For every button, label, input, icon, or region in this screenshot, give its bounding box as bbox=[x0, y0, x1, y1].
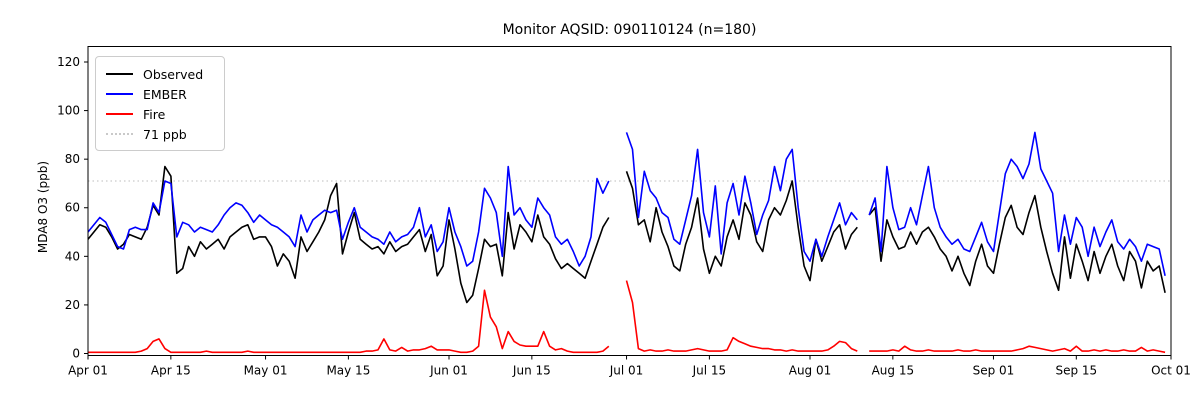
legend-label-threshold: 71 ppb bbox=[143, 126, 187, 142]
legend-label-fire: Fire bbox=[143, 106, 166, 122]
legend-item-fire: Fire bbox=[106, 104, 214, 124]
svg-text:Apr 01: Apr 01 bbox=[68, 364, 108, 378]
legend-label-observed: Observed bbox=[143, 66, 204, 82]
svg-text:60: 60 bbox=[65, 201, 80, 215]
svg-text:40: 40 bbox=[65, 249, 80, 263]
svg-text:20: 20 bbox=[65, 298, 80, 312]
svg-text:Sep 15: Sep 15 bbox=[1055, 364, 1097, 378]
svg-text:May 15: May 15 bbox=[326, 364, 370, 378]
legend-label-ember: EMBER bbox=[143, 86, 187, 102]
svg-text:Jul 01: Jul 01 bbox=[609, 364, 644, 378]
legend-item-observed: Observed bbox=[106, 64, 214, 84]
svg-text:100: 100 bbox=[57, 104, 80, 118]
svg-text:80: 80 bbox=[65, 152, 80, 166]
y-axis-label: MDA8 O3 (ppb) bbox=[36, 160, 50, 254]
svg-text:120: 120 bbox=[57, 55, 80, 69]
svg-text:May 01: May 01 bbox=[244, 364, 288, 378]
threshold-line-sample bbox=[106, 133, 133, 135]
svg-text:Jul 15: Jul 15 bbox=[692, 364, 727, 378]
svg-text:Jun 15: Jun 15 bbox=[512, 364, 551, 378]
svg-text:Oct 01: Oct 01 bbox=[1151, 364, 1191, 378]
svg-text:Aug 15: Aug 15 bbox=[872, 364, 915, 378]
svg-text:Apr 15: Apr 15 bbox=[151, 364, 191, 378]
svg-text:0: 0 bbox=[72, 347, 80, 361]
svg-text:Aug 01: Aug 01 bbox=[789, 364, 832, 378]
svg-text:Jun 01: Jun 01 bbox=[429, 364, 468, 378]
chart-title: Monitor AQSID: 090110124 (n=180) bbox=[502, 22, 757, 38]
ember-line-sample bbox=[106, 93, 133, 95]
fire-line-sample bbox=[106, 113, 133, 115]
legend: Observed EMBER Fire 71 ppb bbox=[95, 56, 225, 151]
svg-text:Sep 01: Sep 01 bbox=[973, 364, 1015, 378]
legend-item-threshold: 71 ppb bbox=[106, 124, 214, 144]
legend-item-ember: EMBER bbox=[106, 84, 214, 104]
observed-line-sample bbox=[106, 73, 133, 75]
